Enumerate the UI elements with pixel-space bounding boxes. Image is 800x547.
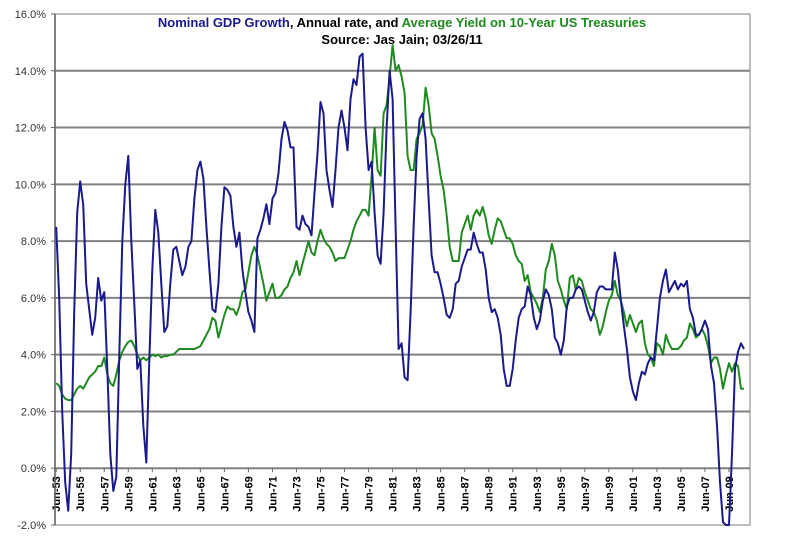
chart-subtitle: Source: Jas Jain; 03/26/11 [321, 32, 482, 47]
x-tick-label: Jun-85 [436, 476, 448, 511]
y-tick-label: 10.0% [15, 179, 46, 191]
y-tick-label: 16.0% [15, 9, 46, 21]
plot-background [54, 13, 751, 526]
x-tick-label: Jun-87 [460, 476, 472, 511]
x-tick-label: Jun-59 [123, 476, 135, 511]
x-tick-label: Jun-93 [532, 476, 544, 511]
x-tick-label: Jun-55 [75, 476, 87, 511]
y-tick-label: 14.0% [15, 66, 46, 78]
x-tick-label: Jun-99 [604, 476, 616, 511]
x-tick-label: Jun-57 [99, 476, 111, 511]
y-tick-label: 4.0% [21, 350, 46, 362]
x-tick-label: Jun-53 [51, 476, 63, 511]
x-tick-label: Jun-65 [195, 476, 207, 511]
title-part-2: Average Yield on 10-Year US Treasuries [402, 15, 646, 30]
x-tick-label: Jun-83 [412, 476, 424, 511]
y-tick-label: 0.0% [21, 463, 46, 475]
series-line-ten-year-treasury-yield [55, 44, 744, 402]
x-tick-label: Jun-73 [291, 476, 303, 511]
y-tick-label: 12.0% [15, 123, 46, 135]
title-part-0: Nominal GDP Growth [158, 15, 290, 30]
y-tick-label: 8.0% [21, 236, 46, 248]
y-tick-label: 2.0% [21, 406, 46, 418]
y-tick-label: -2.0% [17, 520, 46, 532]
x-tick-label: Jun-69 [243, 476, 255, 511]
x-tick-label: Jun-75 [316, 476, 328, 511]
x-tick-label: Jun-81 [388, 476, 400, 511]
x-axis-ticks: Jun-53 Jun-55 Jun-57 Jun-59 Jun-61 Jun-63 Jun-… [51, 468, 736, 512]
series-lines [55, 44, 745, 526]
y-axis-ticks: 16.0% 14.0% 12.0% 10.0% 8.0% 6.0% 4.0% 2.0% 0.0%… [15, 9, 55, 532]
x-tick-label: Jun-63 [171, 476, 183, 511]
x-tick-label: Jun-77 [340, 476, 352, 511]
x-tick-label: Jun-95 [556, 476, 568, 511]
series-line-nominal-gdp-growth [55, 52, 745, 526]
chart-title: Nominal GDP Growth, Annual rate, and Ave… [158, 15, 646, 30]
y-tick-label: 6.0% [21, 293, 46, 305]
x-tick-label: Jun-03 [652, 476, 664, 511]
x-tick-label: Jun-05 [676, 476, 688, 511]
x-tick-label: Jun-79 [364, 476, 376, 511]
x-tick-label: Jun-71 [267, 476, 279, 511]
x-tick-label: Jun-91 [508, 476, 520, 511]
title-part-1: , Annual rate, and [290, 15, 402, 30]
x-tick-label: Jun-67 [219, 476, 231, 511]
x-tick-label: Jun-97 [580, 476, 592, 511]
x-tick-label: Jun-61 [147, 476, 159, 511]
x-tick-label: Jun-07 [700, 476, 712, 511]
x-tick-label: Jun-89 [484, 476, 496, 511]
x-tick-label: Jun-01 [628, 476, 640, 511]
